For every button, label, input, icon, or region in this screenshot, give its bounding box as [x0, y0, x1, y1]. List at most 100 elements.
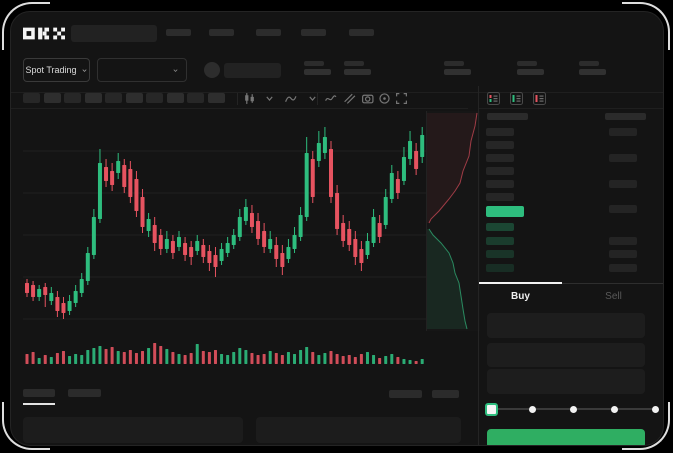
order-amount-input[interactable] [487, 343, 645, 367]
camera-icon[interactable] [361, 92, 374, 105]
amount-slider-handle[interactable] [485, 403, 498, 416]
slider-step-dot[interactable] [611, 405, 619, 413]
stat-value-placeholder [344, 69, 371, 75]
buy-tab-indicator [479, 282, 562, 284]
divider [11, 92, 663, 93]
candle [85, 253, 90, 281]
stat-label-placeholder [579, 61, 599, 66]
nav-item-placeholder[interactable] [349, 29, 374, 36]
toolbar-item-placeholder[interactable] [146, 93, 163, 103]
candle [146, 219, 151, 231]
toolbar-item-placeholder[interactable] [125, 93, 143, 103]
last-price-badge[interactable] [486, 206, 524, 217]
tab-sell[interactable]: Sell [562, 288, 663, 304]
candle [97, 163, 102, 219]
candle [37, 289, 42, 297]
candle [401, 157, 406, 181]
candle [79, 279, 84, 293]
stat-value-placeholder [304, 69, 331, 75]
order-total-input[interactable] [487, 369, 645, 394]
bottom-control-placeholder[interactable] [432, 390, 459, 398]
candle [140, 197, 145, 227]
toolbar-item-placeholder[interactable] [166, 93, 184, 103]
slider-step-dot[interactable] [652, 405, 660, 413]
market-selector-button[interactable]: Spot Trading [23, 58, 90, 82]
toolbar-item-placeholder[interactable] [207, 93, 225, 103]
bid-amount-placeholder [609, 236, 637, 245]
nav-item-placeholder[interactable] [209, 29, 234, 36]
bottom-panel-left [23, 417, 243, 443]
candle [104, 167, 109, 181]
device-frame-corner [622, 402, 670, 450]
book-combined-icon[interactable] [487, 92, 500, 105]
candle [341, 223, 346, 241]
candle [189, 247, 194, 257]
toolbar-item-placeholder[interactable] [105, 93, 122, 103]
pair-dropdown[interactable] [97, 58, 187, 82]
candle [49, 293, 54, 301]
line-tool-icon[interactable] [324, 92, 337, 105]
order-price-input[interactable] [487, 313, 645, 338]
header-search-placeholder[interactable] [71, 25, 157, 42]
candlestick-chart[interactable] [23, 111, 426, 333]
toolbar-item-placeholder[interactable] [43, 93, 61, 103]
toolbar-item-placeholder[interactable] [23, 93, 40, 103]
pair-name-placeholder [224, 63, 281, 78]
bid-amount-placeholder [609, 264, 637, 273]
candle [310, 159, 315, 197]
candle [420, 135, 425, 157]
candle [207, 251, 212, 263]
nav-item-placeholder[interactable] [256, 29, 281, 36]
divider [317, 93, 318, 105]
candle [268, 239, 273, 249]
bottom-tab[interactable] [68, 389, 101, 397]
bottom-control-placeholder[interactable] [389, 390, 422, 398]
buy-submit-button[interactable] [487, 429, 645, 445]
book-asks-icon[interactable] [533, 92, 546, 105]
orderbook-col-header-amount [605, 113, 646, 120]
chevron-down-icon[interactable] [306, 92, 319, 105]
nav-item-placeholder[interactable] [301, 29, 326, 36]
candle [322, 137, 327, 153]
bottom-tab-active[interactable] [23, 389, 55, 397]
stat-value-placeholder [517, 69, 544, 75]
depth-chart[interactable] [426, 111, 480, 331]
candle [353, 239, 358, 257]
candle [43, 287, 48, 295]
fullscreen-icon[interactable] [395, 92, 408, 105]
candle [219, 249, 224, 261]
stat-value-placeholder [579, 69, 606, 75]
toolbar-item-placeholder[interactable] [187, 93, 204, 103]
ask-price-placeholder [486, 141, 514, 149]
measure-icon[interactable] [343, 92, 356, 105]
settings-icon[interactable] [378, 92, 391, 105]
slider-step-dot[interactable] [528, 405, 536, 413]
candle [61, 303, 66, 313]
candle [110, 171, 115, 185]
device-frame-corner [2, 402, 50, 450]
candle [389, 173, 394, 199]
candle [383, 197, 388, 225]
candle [286, 247, 291, 259]
candle [365, 241, 370, 255]
candle [408, 141, 413, 159]
candle [377, 223, 382, 237]
toolbar-item-placeholder[interactable] [64, 93, 81, 103]
slider-step-dot[interactable] [569, 405, 577, 413]
candles-icon[interactable] [243, 92, 256, 105]
candle [177, 237, 181, 247]
candle [134, 179, 139, 211]
candle [316, 143, 321, 161]
okx-logo-icon [23, 27, 65, 40]
toolbar-item-placeholder[interactable] [84, 93, 102, 103]
candle [170, 241, 175, 253]
device-frame-corner [2, 2, 50, 50]
candle [262, 231, 267, 247]
chevron-down-icon[interactable] [263, 92, 276, 105]
nav-item-placeholder[interactable] [166, 29, 191, 36]
indicator-icon[interactable] [284, 92, 297, 105]
tab-sell-label: Sell [605, 290, 622, 302]
book-bids-icon[interactable] [510, 92, 523, 105]
tab-buy[interactable]: Buy [479, 288, 562, 304]
candle [67, 301, 72, 311]
